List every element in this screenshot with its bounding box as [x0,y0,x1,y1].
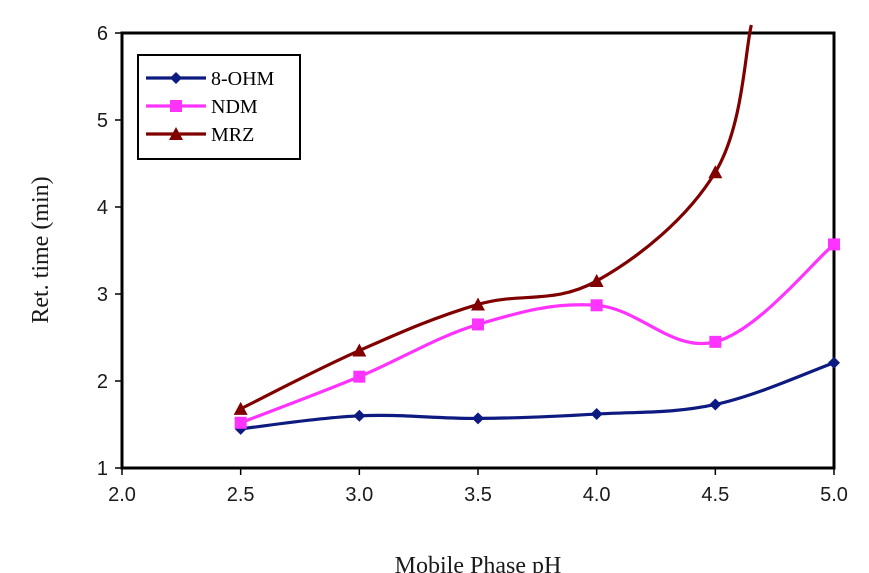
y-axis-title: Ret. time (min) [28,176,54,323]
x-tick-label: 4.5 [701,484,729,506]
data-point [828,238,840,251]
data-point [709,335,722,348]
series-line [240,361,835,431]
legend: 8-OHM NDM MRZ [137,54,301,160]
series-lines [239,24,836,431]
y-axis-ticks: 1 2 3 4 5 6 [97,23,122,480]
data-point [709,398,722,411]
x-tick-label: 2.0 [108,484,136,506]
x-tick-label: 4.0 [583,484,611,506]
data-point [708,165,723,179]
x-tick-label: 2.5 [227,484,255,506]
data-point [589,273,604,287]
y-tick-label: 6 [97,23,108,45]
legend-label: NDM [211,96,258,118]
x-axis-title: Mobile Phase pH [395,553,562,573]
y-tick-label: 4 [97,197,108,219]
data-point [353,370,366,383]
data-point [471,297,485,311]
data-point [353,409,366,422]
x-tick-label: 5.0 [820,484,848,506]
data-point [590,408,603,421]
data-point [234,416,247,429]
y-tick-label: 1 [97,458,108,480]
data-point [472,412,484,425]
data-point [828,356,840,369]
x-axis-ticks: 2.0 2.5 3.0 3.5 4.0 4.5 5.0 [108,468,848,506]
series-line [240,243,836,425]
x-tick-label: 3.5 [464,484,492,506]
legend-marker [170,100,182,112]
legend-label: MRZ [211,124,254,146]
data-point [352,343,367,357]
data-point [233,401,248,415]
legend-marker [169,127,183,140]
y-tick-label: 3 [97,284,108,306]
series-line [239,24,753,411]
x-tick-label: 3.0 [345,484,373,506]
legend-items: 8-OHM NDM MRZ [146,68,275,146]
y-tick-label: 2 [97,371,108,393]
y-tick-label: 5 [97,110,108,132]
legend-marker [170,72,182,84]
legend-label: 8-OHM [211,68,275,90]
series-markers [233,165,840,435]
data-point [590,299,603,312]
data-point [472,318,484,331]
